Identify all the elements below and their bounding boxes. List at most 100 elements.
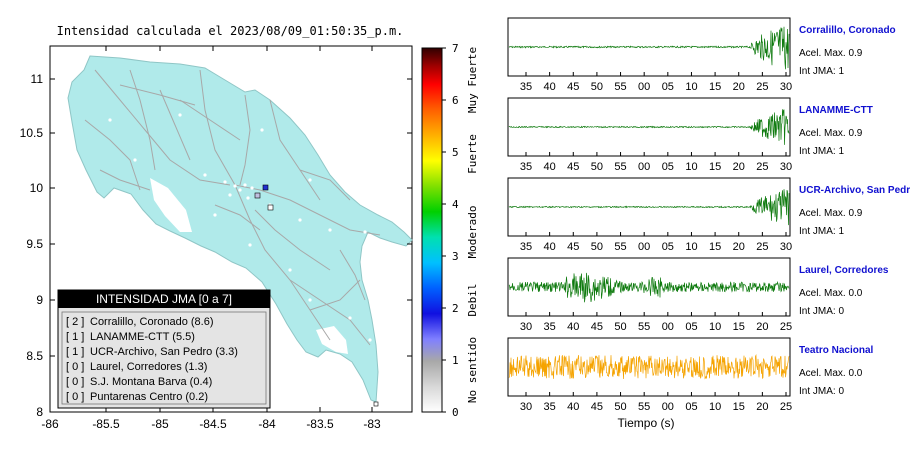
waveform-tick-label: 40 — [544, 161, 556, 173]
waveform-tick-label: 30 — [780, 241, 792, 253]
waveform-accel-max: Acel. Max. 0.9 — [799, 128, 863, 139]
waveform-tick-label: 50 — [591, 161, 603, 173]
waveform-station-name: UCR-Archivo, San Pedro — [799, 185, 910, 196]
waveform-tick-label: 00 — [662, 401, 674, 413]
legend-header — [58, 290, 270, 308]
waveform-tick-label: 05 — [662, 241, 674, 253]
legend-inner-box — [61, 311, 267, 405]
colorbar-tick-label: 3 — [452, 250, 459, 263]
map-y-tick-label: 8.5 — [26, 349, 43, 363]
waveform-jma-intensity: Int JMA: 1 — [799, 226, 844, 237]
map-x-axis: -86 -85.5 -85 -84.5 -84 -83.5 -83 — [41, 46, 381, 431]
waveform-2: 35 40 45 50 55 00 05 10 15 20 25 30 UCR-Archivo, San… — [507, 177, 910, 253]
colorbar-tick-label: 5 — [452, 146, 459, 159]
waveform-jma-intensity: Int JMA: 0 — [799, 306, 844, 317]
waveform-tick-label: 30 — [520, 321, 532, 333]
waveform-station-name: Teatro Nacional — [799, 345, 873, 356]
waveform-1: 35 40 45 50 55 00 05 10 15 20 25 30 LANAMME-CTT Acel.… — [507, 97, 873, 173]
waveform-accel-max: Acel. Max. 0.0 — [799, 368, 863, 379]
waveform-tick-label: 40 — [544, 241, 556, 253]
waveform-tick-label: 45 — [591, 401, 603, 413]
waveform-tick-label: 50 — [614, 401, 626, 413]
waveform-tick-label: 25 — [756, 81, 768, 93]
waveform-tick-label: 20 — [756, 321, 768, 333]
city-dots — [108, 113, 372, 342]
map-x-tick-label: -84.5 — [199, 417, 227, 431]
colorbar-ticks: 0 1 2 3 4 5 6 7 — [442, 42, 459, 419]
waveform-tick-label: 50 — [614, 321, 626, 333]
waveform-tick-label: 30 — [780, 81, 792, 93]
colorbar-label-moderado: Moderado — [466, 206, 479, 259]
waveform-tick-label: 25 — [756, 161, 768, 173]
waveform-tick-label: 10 — [709, 321, 721, 333]
legend-item-name: S.J. Montana Barva (0.4) — [90, 376, 212, 388]
map-x-tick-label: -83.5 — [306, 417, 334, 431]
legend-item-name: UCR-Archivo, San Pedro (3.3) — [90, 346, 238, 358]
legend-item-name: LANAMME-CTT (5.5) — [90, 331, 195, 343]
waveform-trace — [508, 272, 790, 303]
waveform-tick-label: 05 — [662, 161, 674, 173]
colorbar-gradient — [421, 47, 443, 413]
waveform-x-label: Tiempo (s) — [618, 416, 675, 430]
waveform-tick-label: 15 — [709, 81, 721, 93]
waveform-tick-label: 10 — [685, 161, 697, 173]
intensity-legend: INTENSIDAD JMA [0 a 7] [ 2 ] Corralillo, … — [57, 289, 271, 409]
waveform-tick-label: 40 — [544, 81, 556, 93]
station-marker-lanamme — [254, 192, 261, 199]
map-y-axis: 11 10.5 10 9.5 9 8.5 8 — [20, 72, 412, 419]
waveform-tick-label: 50 — [591, 81, 603, 93]
waveform-tick-label: 40 — [567, 321, 579, 333]
waveform-tick-label: 45 — [567, 241, 579, 253]
waveform-tick-label: 30 — [520, 401, 532, 413]
waveform-3: 30 35 40 45 50 55 00 05 10 15 20 25 Laurel, Corredor… — [507, 257, 889, 333]
colorbar-tick-label: 2 — [452, 302, 459, 315]
legend-items: [ 2 ] Corralillo, Coronado (8.6) [ 1 ] LANA… — [66, 316, 238, 403]
road-network — [84, 69, 381, 346]
intensity-colorbar: 0 1 2 3 4 5 6 7 No sentido Debil Moderado Fuert… — [421, 42, 479, 419]
colorbar-tick-label: 7 — [452, 42, 459, 55]
waveform-4: 30 35 40 45 50 55 00 05 10 15 20 25 Teatro Nacional A… — [507, 337, 873, 413]
waveform-tick-label: 25 — [780, 321, 792, 333]
waveform-tick-label: 35 — [520, 241, 532, 253]
colorbar-tick-label: 0 — [452, 406, 459, 419]
map-y-tick-label: 11 — [31, 72, 44, 86]
legend-title: INTENSIDAD JMA [0 a 7] — [96, 292, 232, 306]
waveform-tick-label: 35 — [520, 161, 532, 173]
colorbar-label-muy-fuerte: Muy Fuerte — [466, 47, 479, 113]
waveform-jma-intensity: Int JMA: 0 — [799, 386, 844, 397]
colorbar-label-fuerte: Fuerte — [466, 134, 479, 174]
legend-item-name: Corralillo, Coronado (8.6) — [90, 316, 214, 328]
waveform-tick-label: 20 — [733, 241, 745, 253]
waveform-tick-label: 00 — [662, 321, 674, 333]
station-marker-corralillo — [262, 184, 269, 191]
waveform-station-name: LANAMME-CTT — [799, 105, 873, 116]
waveform-tick-label: 05 — [685, 401, 697, 413]
golfo-dulce — [316, 326, 348, 354]
waveform-trace — [508, 189, 790, 226]
waveform-tick-label: 55 — [638, 401, 650, 413]
intensity-map: Intensidad calculada el 2023/08/09_01:50… — [20, 24, 479, 431]
waveform-tick-label: 40 — [567, 401, 579, 413]
waveform-tick-label: 50 — [591, 241, 603, 253]
colorbar-tick-label: 1 — [452, 354, 459, 367]
waveform-accel-max: Acel. Max. 0.9 — [799, 208, 863, 219]
legend-item-intensity: [ 2 ] — [66, 316, 84, 328]
waveform-tick-label: 55 — [614, 241, 626, 253]
waveform-tick-label: 15 — [709, 161, 721, 173]
legend-item-intensity: [ 1 ] — [66, 331, 84, 343]
waveform-tick-label: 00 — [638, 241, 650, 253]
map-y-tick-label: 9.5 — [26, 237, 43, 251]
waveform-tick-label: 10 — [685, 81, 697, 93]
map-y-tick-label: 10 — [30, 181, 44, 195]
waveform-tick-label: 55 — [614, 81, 626, 93]
gulf-of-nicoya — [150, 178, 192, 232]
waveform-accel-max: Acel. Max. 0.0 — [799, 288, 863, 299]
waveform-tick-label: 15 — [709, 241, 721, 253]
intensity-map-panel: Intensidad calculada el 2023/08/09_01:50… — [20, 24, 479, 431]
waveform-0: 35 40 45 50 55 00 05 10 15 20 25 30 Corralillo, Coro… — [507, 17, 896, 93]
waveform-trace — [508, 26, 790, 70]
legend-item-intensity: [ 1 ] — [66, 346, 84, 358]
waveform-jma-intensity: Int JMA: 1 — [799, 66, 844, 77]
waveform-tick-label: 35 — [520, 81, 532, 93]
colorbar-label-no-sentido: No sentido — [466, 337, 479, 403]
